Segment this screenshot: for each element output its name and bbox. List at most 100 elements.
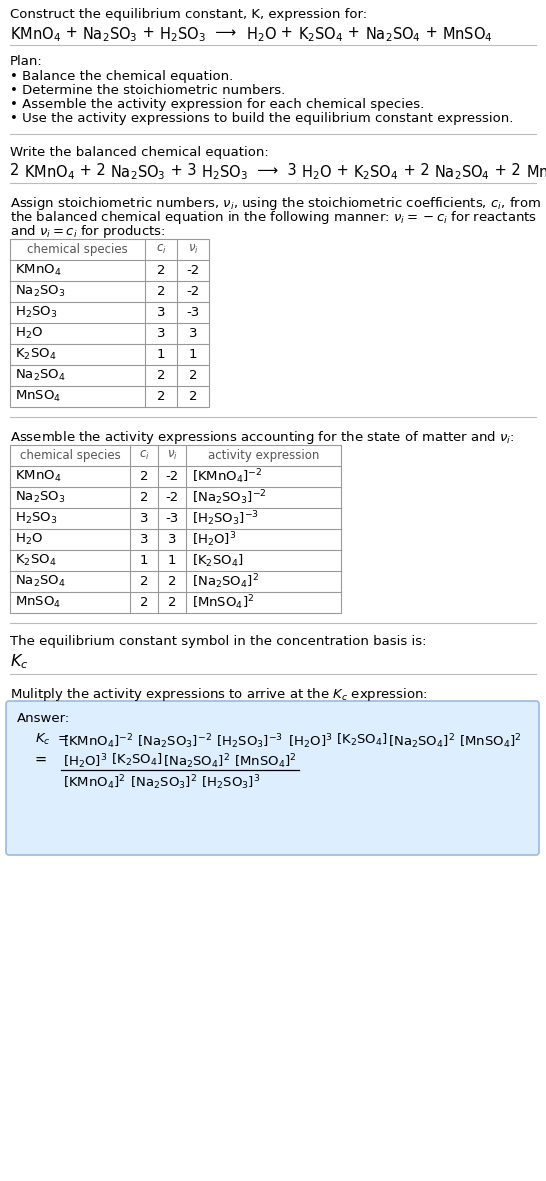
- Text: activity expression: activity expression: [208, 449, 319, 462]
- Text: Plan:: Plan:: [10, 56, 43, 68]
- Text: $c_i$: $c_i$: [156, 243, 167, 256]
- Text: 2: 2: [140, 470, 149, 483]
- Text: $\mathregular{H_2SO_3}$: $\mathregular{H_2SO_3}$: [15, 511, 57, 526]
- Text: 2: 2: [168, 596, 176, 609]
- Text: -2: -2: [186, 265, 200, 278]
- Text: Construct the equilibrium constant, K, expression for:: Construct the equilibrium constant, K, e…: [10, 8, 367, 21]
- Text: +: +: [138, 25, 159, 40]
- Text: $\mathregular{H_2O}$: $\mathregular{H_2O}$: [246, 25, 276, 44]
- Text: $\mathregular{[H_2SO_3]^{-3}}$: $\mathregular{[H_2SO_3]^{-3}}$: [212, 732, 283, 751]
- Text: $\mathregular{[H_2SO_3]^3}$: $\mathregular{[H_2SO_3]^3}$: [197, 774, 260, 791]
- Text: 3: 3: [140, 513, 149, 526]
- Text: 1: 1: [189, 348, 197, 361]
- Text: 3: 3: [157, 306, 165, 319]
- Text: $\mathregular{[KMnO_4]^{-2}}$: $\mathregular{[KMnO_4]^{-2}}$: [192, 468, 263, 485]
- Text: The equilibrium constant symbol in the concentration basis is:: The equilibrium constant symbol in the c…: [10, 635, 426, 648]
- Text: $\mathregular{[K_2SO_4]}$: $\mathregular{[K_2SO_4]}$: [108, 752, 163, 768]
- Text: 3: 3: [189, 327, 197, 340]
- Text: =: =: [35, 752, 47, 766]
- Text: $K_c$  =: $K_c$ =: [35, 732, 69, 748]
- Text: Write the balanced chemical equation:: Write the balanced chemical equation:: [10, 146, 269, 159]
- Text: 2: 2: [157, 368, 165, 381]
- Text: 2: 2: [10, 163, 24, 178]
- Text: +: +: [276, 25, 298, 40]
- Text: and $\nu_i = c_i$ for products:: and $\nu_i = c_i$ for products:: [10, 223, 165, 240]
- Text: $\mathregular{[MnSO_4]^2}$: $\mathregular{[MnSO_4]^2}$: [230, 752, 296, 771]
- Text: $\mathregular{Na_2SO_4}$: $\mathregular{Na_2SO_4}$: [15, 574, 66, 589]
- Text: $\mathregular{[KMnO_4]^{-2}}$: $\mathregular{[KMnO_4]^{-2}}$: [63, 732, 133, 751]
- Text: $\mathregular{MnSO_4}$: $\mathregular{MnSO_4}$: [15, 389, 61, 404]
- Text: $\mathregular{[K_2SO_4]}$: $\mathregular{[K_2SO_4]}$: [332, 732, 388, 748]
- Text: $\mathregular{[Na_2SO_4]^2}$: $\mathregular{[Na_2SO_4]^2}$: [192, 572, 259, 590]
- Text: $\mathregular{H_2O}$: $\mathregular{H_2O}$: [301, 163, 332, 182]
- Text: $\mathregular{Na_2SO_3}$: $\mathregular{Na_2SO_3}$: [15, 283, 66, 299]
- Text: 3: 3: [168, 533, 176, 546]
- Text: -3: -3: [165, 513, 179, 526]
- Text: $\mathregular{KMnO_4}$: $\mathregular{KMnO_4}$: [15, 263, 61, 278]
- Text: Mulitply the activity expressions to arrive at the $K_c$ expression:: Mulitply the activity expressions to arr…: [10, 686, 428, 703]
- Text: $\mathregular{[H_2SO_3]^{-3}}$: $\mathregular{[H_2SO_3]^{-3}}$: [192, 509, 259, 528]
- Text: $\mathregular{[Na_2SO_4]^2}$: $\mathregular{[Na_2SO_4]^2}$: [388, 732, 455, 751]
- Text: $\mathregular{K_2SO_4}$: $\mathregular{K_2SO_4}$: [15, 553, 56, 568]
- Bar: [10, 445, 341, 613]
- Text: $\mathregular{MnSO_4}$: $\mathregular{MnSO_4}$: [526, 163, 546, 182]
- Text: + 2: + 2: [399, 163, 434, 178]
- Text: 2: 2: [157, 265, 165, 278]
- Text: +: +: [61, 25, 82, 40]
- Text: Answer:: Answer:: [17, 712, 70, 725]
- Text: Assemble the activity expressions accounting for the state of matter and $\nu_i$: Assemble the activity expressions accoun…: [10, 429, 515, 446]
- Text: $\mathregular{[Na_2SO_4]^2}$: $\mathregular{[Na_2SO_4]^2}$: [163, 752, 230, 771]
- Text: • Balance the chemical equation.: • Balance the chemical equation.: [10, 70, 233, 83]
- Text: + 2: + 2: [490, 163, 526, 178]
- Text: + 3: + 3: [166, 163, 201, 178]
- Text: $\mathregular{[Na_2SO_3]^{-2}}$: $\mathregular{[Na_2SO_3]^{-2}}$: [133, 732, 212, 751]
- Text: $\mathregular{Na_2SO_4}$: $\mathregular{Na_2SO_4}$: [15, 368, 66, 383]
- Text: $\mathregular{[MnSO_4]^2}$: $\mathregular{[MnSO_4]^2}$: [192, 593, 254, 612]
- Text: $\mathregular{[Na_2SO_3]^2}$: $\mathregular{[Na_2SO_3]^2}$: [126, 774, 197, 791]
- Text: 1: 1: [140, 554, 149, 567]
- Text: 2: 2: [189, 368, 197, 381]
- Text: 1: 1: [168, 554, 176, 567]
- Text: $\mathregular{KMnO_4}$: $\mathregular{KMnO_4}$: [24, 163, 75, 182]
- Text: +: +: [343, 25, 365, 40]
- Text: +: +: [420, 25, 442, 40]
- Text: $\mathregular{H_2O}$: $\mathregular{H_2O}$: [15, 326, 43, 341]
- Text: 2: 2: [140, 596, 149, 609]
- Text: +: +: [332, 163, 353, 178]
- Text: 3: 3: [140, 533, 149, 546]
- Text: $\mathregular{[MnSO_4]^2}$: $\mathregular{[MnSO_4]^2}$: [455, 732, 521, 751]
- Text: • Determine the stoichiometric numbers.: • Determine the stoichiometric numbers.: [10, 84, 285, 97]
- Text: • Use the activity expressions to build the equilibrium constant expression.: • Use the activity expressions to build …: [10, 112, 513, 125]
- Text: -2: -2: [186, 285, 200, 298]
- Text: $\mathregular{[KMnO_4]^2}$: $\mathregular{[KMnO_4]^2}$: [63, 774, 126, 791]
- Text: -3: -3: [186, 306, 200, 319]
- Text: $\nu_i$: $\nu_i$: [188, 243, 198, 256]
- Text: 2: 2: [157, 390, 165, 403]
- Text: Assign stoichiometric numbers, $\nu_i$, using the stoichiometric coefficients, $: Assign stoichiometric numbers, $\nu_i$, …: [10, 195, 541, 213]
- Text: $\mathregular{Na_2SO_3}$: $\mathregular{Na_2SO_3}$: [82, 25, 138, 44]
- Text: chemical species: chemical species: [27, 243, 128, 256]
- Text: -2: -2: [165, 491, 179, 504]
- Text: $\mathregular{[K_2SO_4]}$: $\mathregular{[K_2SO_4]}$: [192, 553, 244, 568]
- Text: $\nu_i$: $\nu_i$: [167, 449, 177, 462]
- Text: chemical species: chemical species: [20, 449, 120, 462]
- Text: -2: -2: [165, 470, 179, 483]
- Text: $\mathregular{H_2O}$: $\mathregular{H_2O}$: [15, 531, 43, 547]
- FancyBboxPatch shape: [6, 702, 539, 855]
- Text: • Assemble the activity expression for each chemical species.: • Assemble the activity expression for e…: [10, 98, 424, 111]
- Text: $\mathregular{K_2SO_4}$: $\mathregular{K_2SO_4}$: [298, 25, 343, 44]
- Text: $\mathregular{[H_2O]^3}$: $\mathregular{[H_2O]^3}$: [192, 530, 236, 549]
- Text: $\mathregular{Na_2SO_3}$: $\mathregular{Na_2SO_3}$: [15, 490, 66, 505]
- Text: $\mathregular{MnSO_4}$: $\mathregular{MnSO_4}$: [15, 595, 61, 611]
- Text: ⟶: ⟶: [206, 25, 246, 40]
- Text: $\mathregular{K_2SO_4}$: $\mathregular{K_2SO_4}$: [15, 347, 56, 363]
- Text: $\mathregular{Na_2SO_4}$: $\mathregular{Na_2SO_4}$: [434, 163, 490, 182]
- Text: $\mathregular{H_2SO_3}$: $\mathregular{H_2SO_3}$: [201, 163, 248, 182]
- Text: 2: 2: [168, 575, 176, 588]
- Text: 2: 2: [140, 491, 149, 504]
- Text: $\mathregular{[H_2O]^3}$: $\mathregular{[H_2O]^3}$: [63, 752, 108, 771]
- Text: $\mathregular{Na_2SO_3}$: $\mathregular{Na_2SO_3}$: [110, 163, 166, 182]
- Text: $\mathregular{KMnO_4}$: $\mathregular{KMnO_4}$: [15, 469, 61, 484]
- Text: 3: 3: [157, 327, 165, 340]
- Bar: [10, 239, 209, 407]
